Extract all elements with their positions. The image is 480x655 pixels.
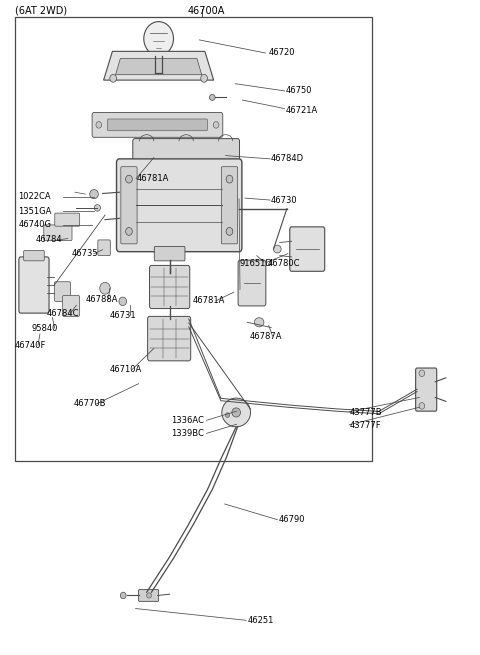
- Ellipse shape: [96, 122, 102, 128]
- Ellipse shape: [209, 94, 215, 100]
- Text: 46700A: 46700A: [187, 6, 225, 16]
- Text: 46781A: 46781A: [137, 174, 169, 183]
- Text: 46780C: 46780C: [268, 259, 300, 268]
- Ellipse shape: [226, 227, 233, 235]
- Ellipse shape: [254, 318, 264, 327]
- FancyBboxPatch shape: [19, 257, 49, 313]
- Ellipse shape: [419, 403, 425, 409]
- Text: 1351GA: 1351GA: [18, 207, 52, 215]
- FancyBboxPatch shape: [121, 167, 137, 244]
- FancyBboxPatch shape: [98, 240, 110, 255]
- FancyBboxPatch shape: [133, 139, 240, 162]
- FancyBboxPatch shape: [44, 225, 72, 240]
- Text: 46251: 46251: [247, 616, 274, 625]
- Ellipse shape: [94, 204, 100, 211]
- Ellipse shape: [147, 593, 152, 598]
- Text: 46788A: 46788A: [86, 295, 119, 304]
- FancyBboxPatch shape: [416, 368, 437, 411]
- Ellipse shape: [120, 592, 126, 599]
- FancyBboxPatch shape: [155, 246, 185, 261]
- Text: 46735: 46735: [72, 249, 98, 258]
- Text: 43777F: 43777F: [350, 421, 382, 430]
- Ellipse shape: [126, 175, 132, 183]
- Text: 46784: 46784: [36, 235, 62, 244]
- Ellipse shape: [226, 175, 233, 183]
- Ellipse shape: [222, 398, 251, 427]
- Text: 46740G: 46740G: [18, 220, 51, 229]
- Text: 46740F: 46740F: [15, 341, 47, 350]
- Ellipse shape: [144, 22, 173, 56]
- Ellipse shape: [119, 297, 127, 306]
- Text: 1339BC: 1339BC: [170, 429, 204, 438]
- Ellipse shape: [419, 370, 425, 377]
- Ellipse shape: [226, 413, 230, 417]
- Text: 46784D: 46784D: [271, 155, 304, 163]
- Ellipse shape: [201, 75, 207, 83]
- Text: 46750: 46750: [286, 86, 312, 96]
- FancyBboxPatch shape: [148, 316, 191, 361]
- Ellipse shape: [213, 122, 219, 128]
- Text: 46781A: 46781A: [193, 296, 226, 305]
- FancyBboxPatch shape: [117, 159, 242, 252]
- Text: 46731: 46731: [110, 310, 136, 320]
- Ellipse shape: [274, 245, 281, 253]
- Bar: [15, 17, 372, 462]
- Polygon shape: [104, 51, 214, 80]
- Text: 46710A: 46710A: [110, 365, 142, 374]
- Text: 1022CA: 1022CA: [18, 193, 51, 201]
- FancyBboxPatch shape: [139, 590, 158, 601]
- Ellipse shape: [100, 282, 110, 294]
- Text: 1336AC: 1336AC: [170, 416, 204, 425]
- FancyBboxPatch shape: [62, 295, 80, 316]
- FancyBboxPatch shape: [55, 213, 80, 226]
- Text: 43777B: 43777B: [350, 408, 383, 417]
- Text: 46784C: 46784C: [47, 309, 80, 318]
- Text: 46720: 46720: [269, 48, 295, 58]
- Text: 91651D: 91651D: [239, 259, 272, 268]
- FancyBboxPatch shape: [108, 119, 207, 131]
- FancyBboxPatch shape: [24, 250, 44, 261]
- Ellipse shape: [90, 189, 98, 198]
- Text: 46790: 46790: [278, 515, 305, 524]
- Text: 95840: 95840: [32, 324, 58, 333]
- Text: 46787A: 46787A: [250, 332, 282, 341]
- FancyBboxPatch shape: [92, 113, 223, 138]
- FancyBboxPatch shape: [238, 260, 266, 306]
- Polygon shape: [116, 58, 202, 75]
- Text: 46721A: 46721A: [286, 106, 318, 115]
- Text: 46770B: 46770B: [73, 400, 106, 409]
- FancyBboxPatch shape: [221, 167, 238, 244]
- Ellipse shape: [232, 408, 240, 417]
- Ellipse shape: [110, 75, 117, 83]
- Text: 46730: 46730: [271, 196, 298, 204]
- FancyBboxPatch shape: [290, 227, 324, 271]
- Ellipse shape: [126, 227, 132, 235]
- FancyBboxPatch shape: [54, 282, 71, 301]
- FancyBboxPatch shape: [150, 265, 190, 309]
- Text: (6AT 2WD): (6AT 2WD): [15, 6, 67, 16]
